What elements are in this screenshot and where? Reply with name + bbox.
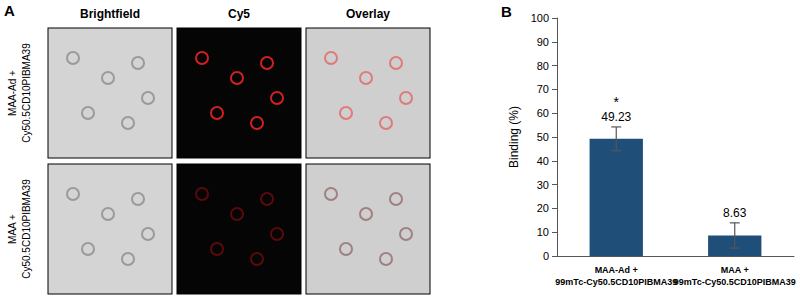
svg-text:99mTc-Cy50.5CD10PIBMA39: 99mTc-Cy50.5CD10PIBMA39 (555, 277, 677, 287)
svg-text:40: 40 (537, 155, 549, 167)
svg-text:Binding (%): Binding (%) (507, 106, 521, 168)
svg-text:90: 90 (537, 36, 549, 48)
svg-text:50: 50 (537, 131, 549, 143)
svg-text:Overlay: Overlay (346, 7, 390, 21)
svg-text:Brightfield: Brightfield (80, 7, 140, 21)
svg-text:Cy50.5CD10PIBMA39: Cy50.5CD10PIBMA39 (21, 43, 32, 143)
svg-text:MAA-Ad +: MAA-Ad + (7, 70, 18, 116)
svg-text:60: 60 (537, 107, 549, 119)
svg-text:49.23: 49.23 (601, 110, 631, 124)
svg-text:80: 80 (537, 60, 549, 72)
svg-text:*: * (614, 94, 620, 110)
svg-text:100: 100 (531, 12, 549, 24)
svg-text:8.63: 8.63 (723, 206, 747, 220)
svg-text:Cy50.5CD10PIBMA39: Cy50.5CD10PIBMA39 (21, 179, 32, 279)
svg-text:30: 30 (537, 179, 549, 191)
svg-text:0: 0 (543, 250, 549, 262)
svg-text:A: A (4, 2, 15, 19)
svg-text:B: B (501, 3, 512, 20)
svg-text:20: 20 (537, 202, 549, 214)
svg-text:70: 70 (537, 83, 549, 95)
svg-text:Cy5: Cy5 (228, 7, 250, 21)
svg-text:MAA +: MAA + (7, 214, 18, 244)
svg-text:MAA-Ad +: MAA-Ad + (595, 265, 638, 275)
svg-text:99mTc-Cy50.5CD10PIBMA39: 99mTc-Cy50.5CD10PIBMA39 (674, 277, 796, 287)
svg-text:10: 10 (537, 226, 549, 238)
svg-text:MAA +: MAA + (721, 265, 749, 275)
